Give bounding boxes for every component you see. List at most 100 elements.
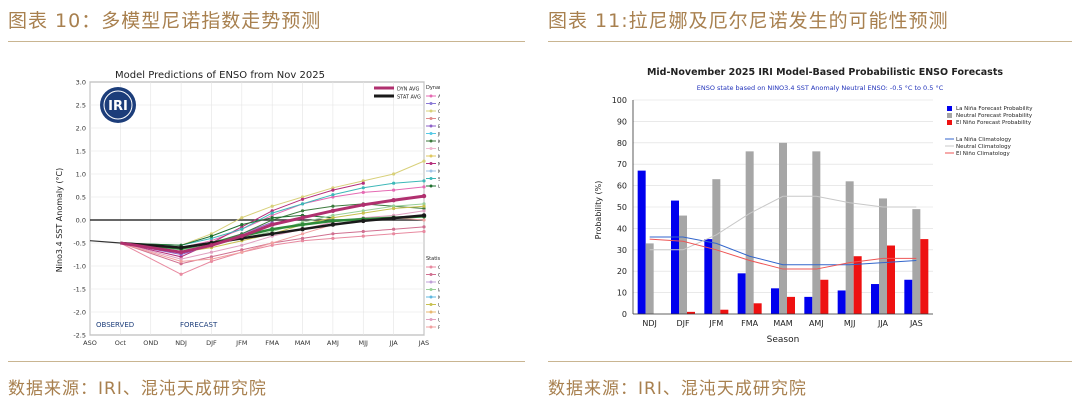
y-tick-label: 60 xyxy=(617,182,627,191)
x-tick-label: Oct xyxy=(115,339,127,347)
series-marker xyxy=(361,211,365,215)
series-marker xyxy=(178,245,184,250)
legend-label: CPC CA xyxy=(438,265,440,271)
legend-label: COLA CCSM4 xyxy=(438,109,440,115)
series-marker xyxy=(240,216,244,220)
probability-bar xyxy=(845,181,854,314)
legend-marker xyxy=(429,325,433,329)
series-marker xyxy=(269,227,275,232)
legend-label: JMA xyxy=(437,131,440,137)
x-tick-label: AMJ xyxy=(809,319,824,328)
legend-label: DYN AVG xyxy=(397,87,419,93)
y-tick-label: 1.5 xyxy=(76,148,86,156)
series-marker xyxy=(240,243,244,247)
probability-bar xyxy=(779,142,787,314)
observed-line xyxy=(89,240,121,244)
y-tick-label: 20 xyxy=(617,267,627,276)
series-marker xyxy=(270,211,274,215)
x-tick-label: DJF xyxy=(676,319,690,328)
legend-marker xyxy=(429,265,433,269)
series-marker xyxy=(392,232,396,236)
series-marker xyxy=(392,206,396,211)
enso-model-predictions-chart: Model Predictions of ENSO from Nov 2025 … xyxy=(55,70,440,347)
series-marker xyxy=(361,209,365,213)
series-marker xyxy=(209,257,214,261)
legend-label: Neutral Climatology xyxy=(956,144,1012,150)
legend-marker xyxy=(429,154,433,158)
x-tick-label: OND xyxy=(143,339,158,347)
legend-marker xyxy=(429,117,433,120)
y-tick-label: 2.0 xyxy=(76,125,86,133)
series-marker xyxy=(361,218,366,224)
series-marker xyxy=(421,213,427,218)
probability-bar xyxy=(745,151,754,314)
iri-logo-text: IRI xyxy=(108,99,128,114)
series-marker xyxy=(300,239,305,243)
probability-bar xyxy=(820,279,829,314)
series-marker xyxy=(179,257,183,261)
legend-label: IAP-NN xyxy=(438,287,440,293)
legend-marker xyxy=(429,94,433,98)
legend-label: ECMWF-ICM xyxy=(438,124,440,130)
x-tick-label: NDJ xyxy=(642,319,657,328)
series-marker xyxy=(391,215,396,221)
plot-area xyxy=(89,81,425,336)
series-marker xyxy=(330,208,336,213)
series-marker xyxy=(300,236,305,240)
legend-label: FRO xyxy=(438,325,440,331)
y-tick-label: 1.0 xyxy=(76,171,86,179)
y-tick-label: 2.5 xyxy=(76,102,86,110)
series-marker xyxy=(300,232,305,236)
legend-header: Dynamical Models xyxy=(426,85,440,91)
y-axis-label: Nino3.4 SST Anomaly (°C) xyxy=(55,168,64,272)
forecast-label: FORECAST xyxy=(180,321,218,329)
series-marker xyxy=(178,250,184,255)
series-marker xyxy=(331,193,335,197)
series-marker xyxy=(270,218,274,222)
legend-header: Statistical Models xyxy=(426,256,440,262)
right-panel-heading: 图表 11:拉尼娜及厄尔尼诺发生的可能性预测 xyxy=(548,10,949,32)
y-tick-label: 50 xyxy=(617,203,627,212)
legend-label: CSU CLIPR xyxy=(438,280,440,286)
observed-label: OBSERVED xyxy=(96,321,134,329)
x-tick-label: JAS xyxy=(418,339,429,347)
series-marker xyxy=(300,202,305,206)
series-marker xyxy=(331,216,335,220)
x-tick-label: MAM xyxy=(295,339,311,347)
legend-label: UCLA-TCD xyxy=(438,302,440,308)
series-marker xyxy=(422,159,426,163)
series-marker xyxy=(361,229,365,234)
probability-bar xyxy=(712,179,721,314)
probability-bar xyxy=(879,198,887,314)
legend-label: UKMO xyxy=(438,184,440,190)
climatology-line xyxy=(649,195,917,251)
series-marker xyxy=(422,179,426,183)
legend-marker xyxy=(429,177,433,180)
x-tick-label: JJA xyxy=(389,339,399,347)
chart-title: Mid-November 2025 IRI Model-Based Probab… xyxy=(647,67,1003,78)
series-marker xyxy=(361,179,365,183)
legend-marker xyxy=(429,303,433,306)
enso-probability-chart: Mid-November 2025 IRI Model-Based Probab… xyxy=(594,67,1033,345)
x-tick-label: NDJ xyxy=(175,339,187,347)
y-tick-label: 0 xyxy=(622,310,627,319)
series-marker xyxy=(240,248,244,252)
left-source-note: 数据来源：IRI、混沌天成研究院 xyxy=(8,379,267,399)
x-tick-label: MAM xyxy=(773,319,792,328)
series-marker xyxy=(331,188,335,192)
legend-marker xyxy=(429,288,433,291)
series-marker xyxy=(422,204,426,208)
y-tick-label: -2.0 xyxy=(73,309,86,317)
legend-marker xyxy=(429,318,433,321)
series-marker xyxy=(300,209,305,213)
chart-title: Model Predictions of ENSO from Nov 2025 xyxy=(115,70,325,81)
series-marker xyxy=(270,243,274,247)
x-tick-label: DJF xyxy=(206,339,217,347)
legend-label: CS-IRI-MM xyxy=(438,116,440,122)
legend-marker xyxy=(429,162,433,165)
series-marker xyxy=(240,250,244,254)
series-marker xyxy=(209,255,214,259)
legend-marker xyxy=(429,147,433,150)
legend-label: STAT AVG xyxy=(397,95,421,101)
series-marker xyxy=(422,202,426,206)
